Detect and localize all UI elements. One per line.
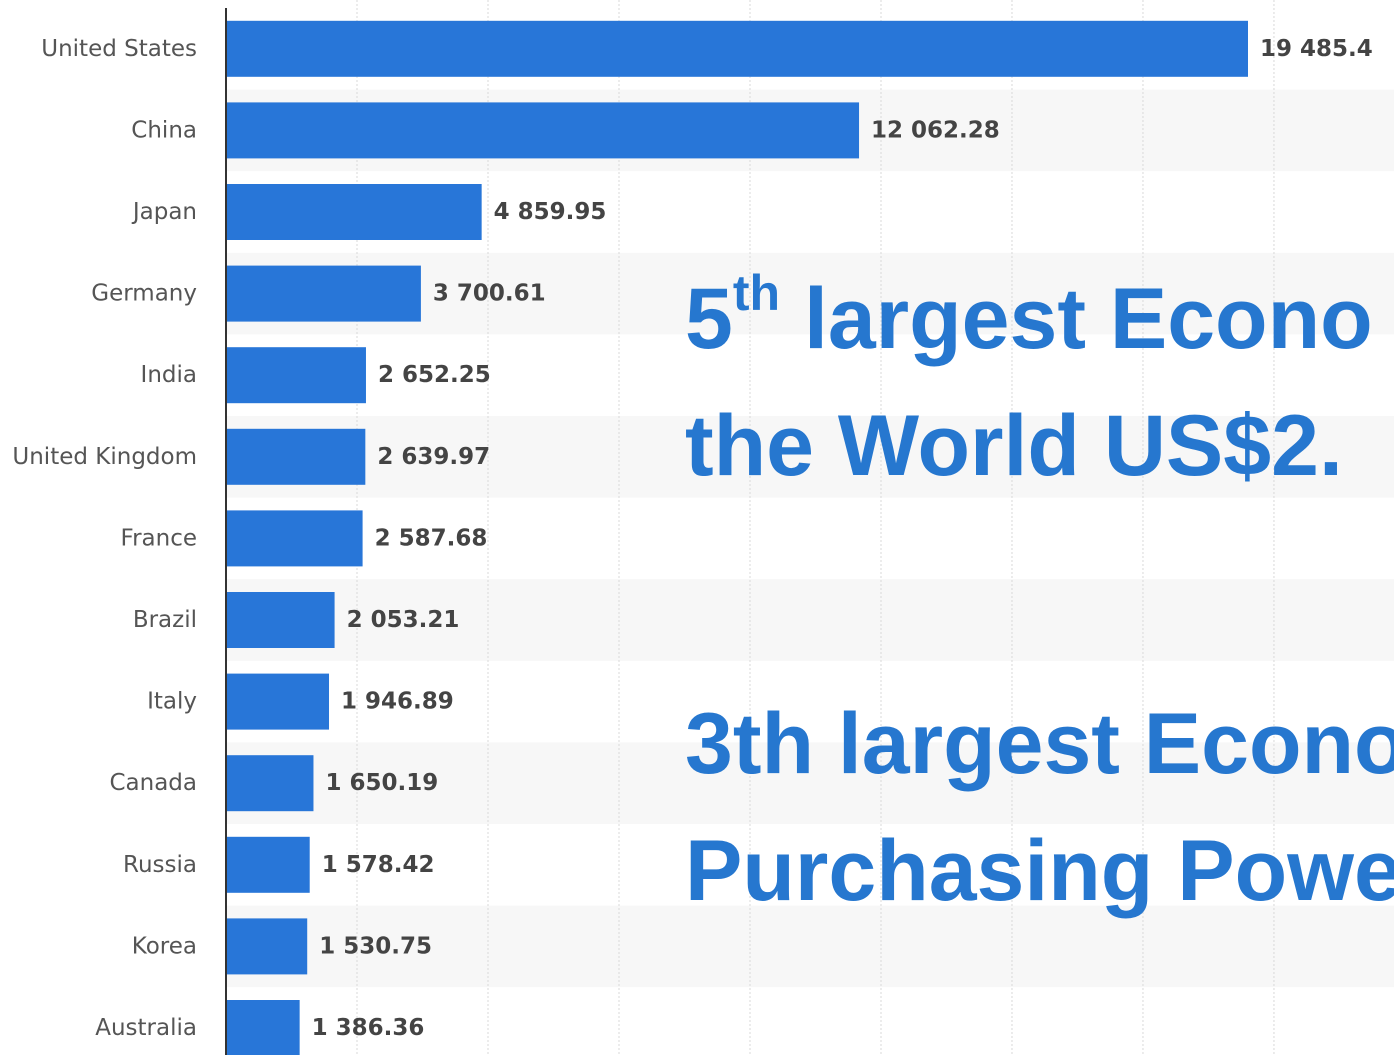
value-label-japan: 4 859.95 bbox=[494, 199, 607, 225]
value-label-united-kingdom: 2 639.97 bbox=[377, 444, 490, 470]
bar-germany bbox=[227, 265, 421, 322]
row-stripe bbox=[226, 742, 1394, 824]
overlay-line-ppp-rank: 3th largest Econo bbox=[685, 696, 1394, 792]
value-label-germany: 3 700.61 bbox=[433, 281, 546, 307]
category-label-japan: Japan bbox=[131, 199, 197, 225]
value-label-russia: 1 578.42 bbox=[322, 852, 435, 878]
bar-korea bbox=[227, 918, 308, 975]
value-label-brazil: 2 053.21 bbox=[347, 607, 460, 633]
value-label-italy: 1 946.89 bbox=[341, 689, 454, 715]
overlay-line-gdp-value: the World US$2. bbox=[685, 398, 1343, 494]
category-label-italy: Italy bbox=[147, 689, 197, 715]
row-stripe bbox=[226, 905, 1394, 988]
category-label-united-states: United States bbox=[41, 36, 197, 62]
bar-india bbox=[227, 347, 366, 404]
overlay-line-gdp-rank: 5th largest Econo bbox=[685, 268, 1373, 362]
category-label-france: France bbox=[121, 525, 197, 551]
value-label-korea: 1 530.75 bbox=[319, 933, 432, 959]
bar-russia bbox=[227, 836, 310, 893]
bar-canada bbox=[227, 755, 314, 812]
row-stripe bbox=[226, 579, 1394, 661]
category-label-china: China bbox=[131, 117, 197, 143]
category-label-united-kingdom: United Kingdom bbox=[12, 444, 197, 470]
category-label-brazil: Brazil bbox=[133, 607, 197, 633]
bar-china bbox=[227, 102, 860, 159]
overlay-rank-suffix: th bbox=[732, 265, 781, 321]
value-label-united-states: 19 485.4 bbox=[1260, 36, 1373, 62]
category-label-korea: Korea bbox=[132, 933, 197, 959]
overlay-line-ppp-label: Purchasing Powe bbox=[685, 823, 1394, 919]
bar-france bbox=[227, 510, 363, 567]
row-stripe bbox=[226, 416, 1394, 498]
bar-united-states bbox=[227, 20, 1248, 77]
bar-united-kingdom bbox=[227, 428, 366, 485]
bar-brazil bbox=[227, 592, 335, 648]
value-label-france: 2 587.68 bbox=[375, 525, 488, 551]
overlay-rank-text: largest Econo bbox=[780, 271, 1373, 367]
value-label-canada: 1 650.19 bbox=[325, 770, 438, 796]
category-label-canada: Canada bbox=[109, 770, 197, 796]
value-label-india: 2 652.25 bbox=[378, 362, 491, 388]
overlay-rank-number: 5 bbox=[685, 271, 733, 367]
bar-italy bbox=[227, 673, 330, 730]
bar-japan bbox=[227, 184, 482, 240]
category-label-india: India bbox=[141, 362, 197, 388]
category-label-germany: Germany bbox=[91, 281, 197, 307]
category-label-russia: Russia bbox=[123, 852, 197, 878]
value-label-china: 12 062.28 bbox=[871, 117, 1000, 143]
category-label-australia: Australia bbox=[95, 1015, 197, 1041]
bar-australia bbox=[227, 1000, 300, 1055]
value-label-australia: 1 386.36 bbox=[312, 1015, 425, 1041]
